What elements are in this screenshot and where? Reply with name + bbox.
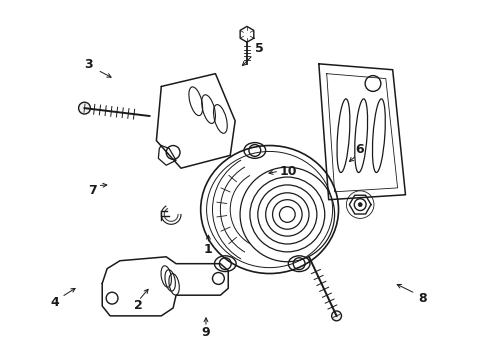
Circle shape [331,311,341,321]
Text: 1: 1 [203,243,212,256]
Text: 2: 2 [134,299,142,312]
Text: 8: 8 [417,292,426,305]
Text: 3: 3 [83,58,92,71]
Circle shape [358,203,362,207]
Text: 9: 9 [201,326,210,339]
Circle shape [79,102,90,114]
Text: 7: 7 [88,184,97,197]
Text: 5: 5 [254,42,263,55]
Text: 4: 4 [50,296,59,309]
Text: 10: 10 [279,165,296,177]
Text: 6: 6 [355,143,364,156]
